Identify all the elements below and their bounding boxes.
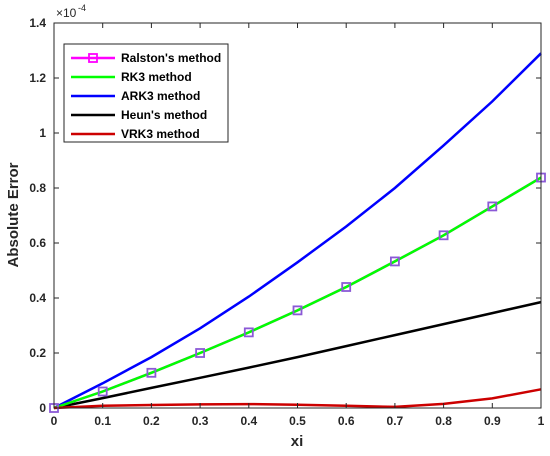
x-tick-label: 0 — [51, 414, 58, 428]
x-tick-label: 0.5 — [289, 414, 306, 428]
x-tick-label: 0.7 — [387, 414, 404, 428]
y-tick-label: 0.8 — [29, 181, 46, 195]
y-tick-label: 0 — [39, 401, 46, 415]
x-axis-title: xi — [291, 433, 304, 450]
y-exponent-power: -4 — [78, 3, 86, 13]
x-tick-label: 0.4 — [240, 414, 257, 428]
x-tick-label: 1 — [538, 414, 545, 428]
data-point — [438, 230, 449, 241]
data-point — [195, 348, 206, 358]
x-tick-label: 0.8 — [435, 414, 452, 428]
series-line — [53, 300, 542, 410]
tick-layer: 0 0.1 0.2 0.3 0.4 0.5 0.6 0.7 0.8 0.9 1 0 0.2 0.4 0.6 0… — [29, 16, 544, 428]
y-tick-label: 0.2 — [29, 346, 46, 360]
legend-label: Heun's method — [121, 108, 207, 122]
y-tick-label: 1 — [39, 126, 46, 140]
series-line — [53, 52, 542, 410]
x-tick-label: 0.2 — [143, 414, 160, 428]
data-point — [97, 386, 108, 397]
legend: Ralston's method RK3 method ARK3 method He… — [63, 43, 229, 143]
data-point — [243, 327, 254, 338]
legend-marker — [88, 53, 98, 63]
series-line — [53, 176, 542, 410]
data-point — [341, 282, 352, 292]
y-exponent-prefix: ×10 — [56, 6, 77, 20]
legend-label: Ralston's method — [121, 51, 221, 65]
legend-label: VRK3 method — [121, 127, 200, 141]
y-tick-label: 0.4 — [29, 291, 46, 305]
legend-label: ARK3 method — [121, 89, 200, 103]
y-tick-label: 1.2 — [29, 71, 46, 85]
y-tick-label: 1.4 — [29, 16, 46, 30]
series-layer — [49, 52, 546, 413]
legend-box — [63, 43, 229, 143]
y-axis-title: Absolute Error — [5, 162, 22, 267]
data-point — [146, 367, 157, 378]
x-tick-label: 0.6 — [338, 414, 355, 428]
data-point — [292, 305, 303, 316]
data-point — [389, 256, 400, 267]
x-tick-label: 0.3 — [192, 414, 209, 428]
data-point — [487, 201, 498, 212]
legend-label: RK3 method — [121, 70, 192, 84]
x-tick-label: 0.9 — [484, 414, 501, 428]
y-tick-label: 0.6 — [29, 236, 46, 250]
x-tick-label: 0.1 — [94, 414, 111, 428]
